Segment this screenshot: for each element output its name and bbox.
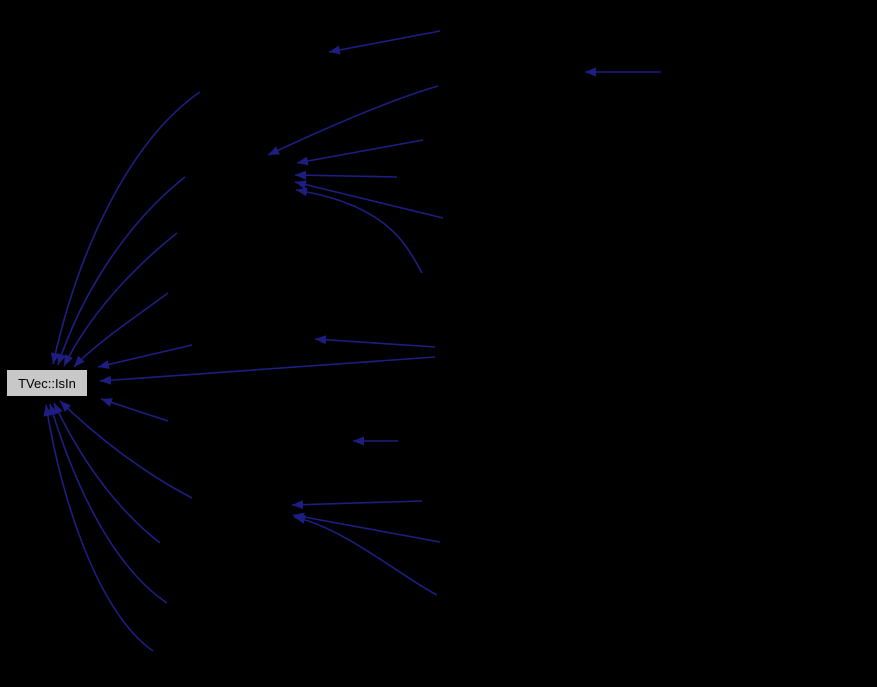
edge-fan-bottom-2 <box>53 402 161 544</box>
edge-upper-cluster-1 <box>296 139 424 166</box>
edge-curve-to-upper-box <box>267 85 439 156</box>
edge-long-horizontal-to-node <box>99 356 436 385</box>
edge-fan-top-1 <box>50 91 201 365</box>
node-tvec-isin[interactable]: TVec::IsIn <box>6 369 88 397</box>
edge-fan-top-3 <box>63 232 178 367</box>
node-label: TVec::IsIn <box>18 375 76 391</box>
edge-upper-cluster-3 <box>294 180 444 219</box>
edge-fan-top-4 <box>73 292 169 368</box>
edge-top-long-diagonal <box>328 30 441 55</box>
edge-short-to-node-bottom <box>100 398 169 422</box>
edge-upper-s-curve <box>295 187 423 274</box>
edge-lower-cluster-2 <box>292 512 441 543</box>
edge-lower-cluster-1 <box>291 500 423 510</box>
edge-fan-bottom-1 <box>59 400 193 499</box>
edge-fan-top-2 <box>57 176 186 366</box>
edge-short-to-node-right <box>97 344 193 369</box>
edge-layer <box>43 30 661 652</box>
edge-upper-cluster-2 <box>294 170 398 180</box>
edge-mid-diagonal <box>314 335 436 348</box>
edge-fan-bottom-3 <box>48 403 168 604</box>
edge-lower-s-curve <box>293 514 438 596</box>
edge-fan-bottom-4 <box>43 404 154 652</box>
